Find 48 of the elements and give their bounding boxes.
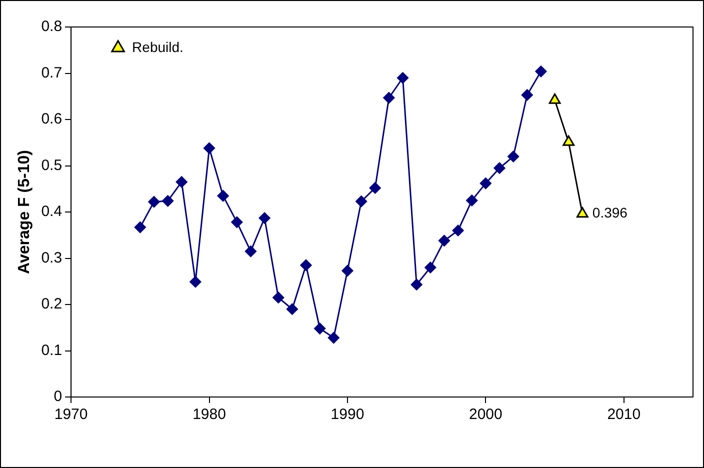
point <box>217 190 229 202</box>
legend-label: Rebuild. <box>132 38 184 55</box>
point <box>176 176 188 188</box>
point <box>535 66 547 78</box>
point <box>576 207 588 218</box>
point <box>231 216 243 228</box>
point <box>480 178 492 190</box>
point <box>521 89 533 101</box>
point <box>342 264 354 276</box>
y-tick-label: 0.8 <box>41 18 62 36</box>
point <box>466 194 478 206</box>
x-tick-label: 1980 <box>192 406 226 424</box>
point <box>494 162 506 174</box>
x-tick-label: 2000 <box>468 406 502 424</box>
y-tick-label: 0.1 <box>41 342 62 359</box>
point <box>452 224 464 236</box>
y-tick-label: 0.6 <box>41 110 62 128</box>
point <box>134 222 146 234</box>
y-tick-label: 0.4 <box>41 203 62 220</box>
point <box>410 278 422 290</box>
point <box>190 276 202 288</box>
point <box>397 72 409 84</box>
point <box>328 332 340 344</box>
y-tick-label: 0.5 <box>41 156 62 174</box>
point <box>148 196 160 208</box>
x-tick-label: 1970 <box>54 406 88 424</box>
y-axis-title: Average F (5-10) <box>16 150 34 274</box>
point <box>356 196 368 208</box>
y-tick-label: 0 <box>54 388 62 406</box>
y-tick-label: 0.3 <box>41 249 62 266</box>
point <box>369 182 381 194</box>
point <box>244 246 256 258</box>
point <box>258 212 270 224</box>
y-tick-label: 0.7 <box>41 64 62 82</box>
x-tick-label: 2010 <box>607 406 641 424</box>
point <box>204 142 216 154</box>
point <box>300 259 312 271</box>
point <box>383 92 395 104</box>
point <box>162 195 174 207</box>
point <box>286 303 298 315</box>
point <box>272 292 284 304</box>
point <box>314 322 326 334</box>
data-label: 0.396 <box>592 204 628 221</box>
y-tick-label: 0.2 <box>41 296 62 313</box>
x-tick-label: 1990 <box>330 406 364 424</box>
point <box>508 150 520 162</box>
point <box>438 234 450 246</box>
point <box>424 262 436 274</box>
